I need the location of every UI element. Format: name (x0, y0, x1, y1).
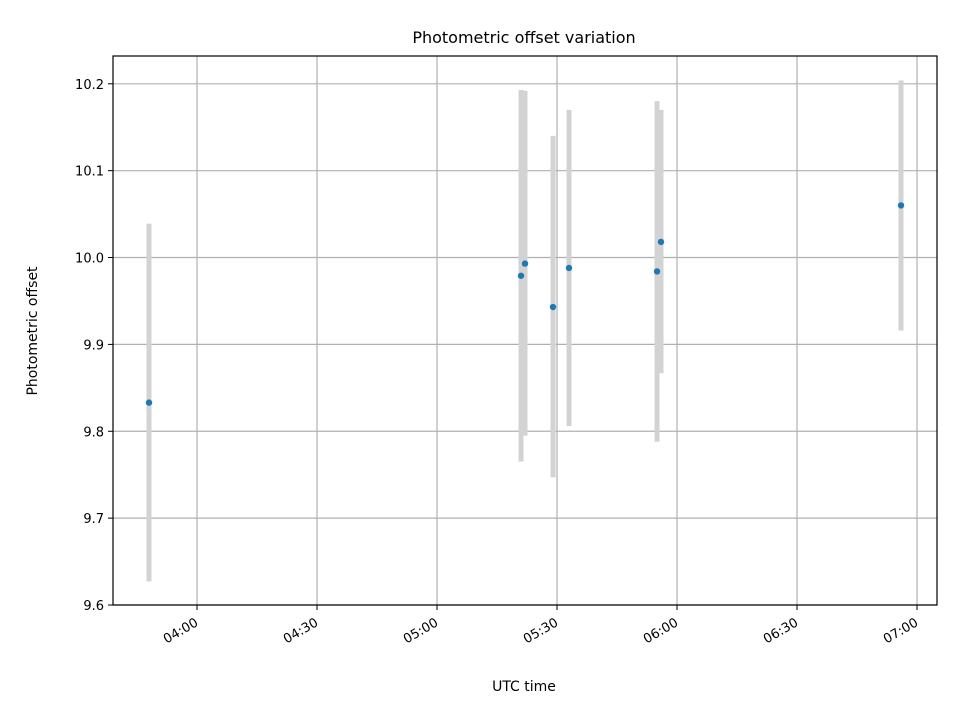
data-point (565, 264, 573, 272)
y-tick-label: 9.8 (83, 425, 104, 440)
data-point (521, 260, 529, 267)
y-axis-ticks: 9.6 9.7 9.8 9.9 10.0 10.1 10.2 (75, 78, 113, 614)
data-point (653, 268, 661, 275)
chart-title: Photometric offset variation (412, 28, 635, 47)
data-point (517, 272, 525, 279)
data-point (549, 303, 557, 311)
data-point (897, 202, 905, 209)
y-tick-label: 10.2 (75, 78, 104, 93)
data-point (145, 399, 153, 406)
x-axis-label: UTC time (492, 679, 556, 695)
y-axis-label: Photometric offset (25, 266, 41, 396)
y-tick-label: 9.7 (83, 512, 104, 527)
y-tick-label: 10.1 (75, 165, 104, 180)
data-points (145, 202, 905, 406)
y-tick-label: 9.6 (83, 599, 104, 614)
plot-area-frame (112, 55, 938, 606)
y-tick-label: 9.9 (83, 338, 104, 353)
y-tick-label: 10.0 (75, 252, 104, 267)
data-point (657, 238, 665, 246)
